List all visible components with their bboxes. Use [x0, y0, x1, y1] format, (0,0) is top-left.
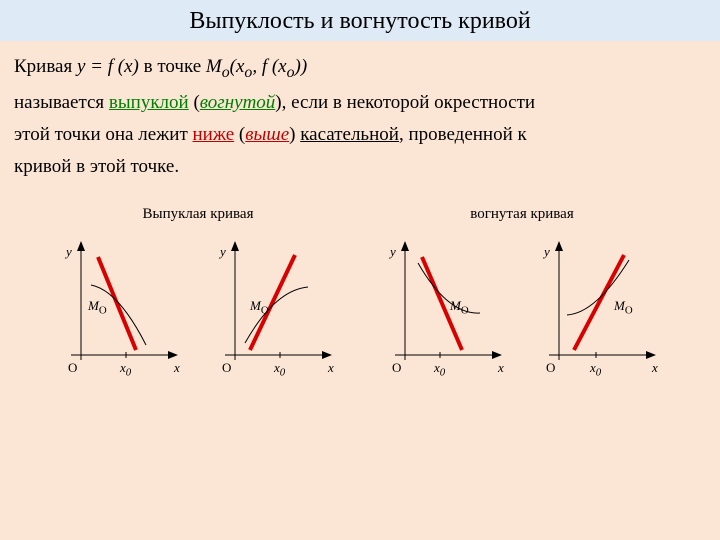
- txt: кривой в этой точке.: [14, 156, 179, 177]
- eq-paren: (x: [230, 56, 245, 77]
- eq-fx: , f (x: [252, 56, 286, 77]
- m0-label: MO: [614, 295, 633, 320]
- txt: в точке: [139, 56, 206, 77]
- m0-label: MO: [250, 295, 269, 320]
- origin-label: O: [392, 357, 401, 379]
- x-label: x: [328, 357, 334, 379]
- convex-label: Выпуклая кривая: [143, 202, 254, 228]
- x0-label: x0: [590, 357, 601, 382]
- m0-label: MO: [450, 295, 469, 320]
- x-label: x: [174, 357, 180, 379]
- x-label: x: [498, 357, 504, 379]
- plot-concave-1: y x O x0 MO: [380, 235, 510, 385]
- plot-convex-1: y x O x0 MO: [56, 235, 186, 385]
- convex-group: Выпуклая кривая: [56, 202, 340, 386]
- convex-row: y x O x0 MO: [56, 235, 340, 385]
- x0-label: x0: [120, 357, 131, 382]
- eq-Mo: o: [222, 64, 230, 81]
- paragraph-2: называется выпуклой (вогнутой), если в н…: [14, 87, 706, 119]
- x-label: x: [652, 357, 658, 379]
- word-above: выше: [245, 124, 289, 145]
- word-below: ниже: [193, 124, 235, 145]
- eq-M: M: [206, 56, 222, 77]
- txt: , проведенной к: [399, 124, 527, 145]
- concave-label: вогнутая кривая: [470, 202, 573, 228]
- figure-area: Выпуклая кривая: [14, 202, 706, 386]
- txt: Кривая: [14, 56, 77, 77]
- eq-yfx: y = f (x): [77, 56, 139, 77]
- x0-label: x0: [434, 357, 445, 382]
- word-concave: вогнутой: [200, 92, 276, 113]
- x0-label: x0: [274, 357, 285, 382]
- concave-row: y x O x0 MO: [380, 235, 664, 385]
- eq-close: )): [295, 56, 308, 77]
- eq-xo2: o: [287, 64, 295, 81]
- txt: ): [289, 124, 300, 145]
- plot-convex-2: y x O x0 MO: [210, 235, 340, 385]
- page-title: Выпуклость и вогнутость кривой: [189, 8, 530, 34]
- txt: ), если в некоторой окрестности: [275, 92, 535, 113]
- txt: (: [234, 124, 245, 145]
- content-area: Кривая y = f (x) в точке Mo(xo, f (xo)) …: [0, 41, 720, 385]
- paragraph-1: Кривая y = f (x) в точке Mo(xo, f (xo)): [14, 51, 706, 87]
- concave-group: вогнутая кривая y: [380, 202, 664, 386]
- origin-label: O: [546, 357, 555, 379]
- txt: называется: [14, 92, 109, 113]
- paragraph-4: кривой в этой точке.: [14, 151, 706, 183]
- y-label: y: [390, 241, 396, 263]
- y-label: y: [66, 241, 72, 263]
- y-label: y: [220, 241, 226, 263]
- txt: (: [189, 92, 200, 113]
- y-label: y: [544, 241, 550, 263]
- m0-label: MO: [88, 295, 107, 320]
- word-tangent: касательной: [300, 124, 399, 145]
- paragraph-3: этой точки она лежит ниже (выше) касател…: [14, 119, 706, 151]
- plot-concave-2: y x O x0 MO: [534, 235, 664, 385]
- origin-label: O: [222, 357, 231, 379]
- word-convex: выпуклой: [109, 92, 189, 113]
- title-bar: Выпуклость и вогнутость кривой: [0, 0, 720, 41]
- txt: этой точки она лежит: [14, 124, 193, 145]
- origin-label: O: [68, 357, 77, 379]
